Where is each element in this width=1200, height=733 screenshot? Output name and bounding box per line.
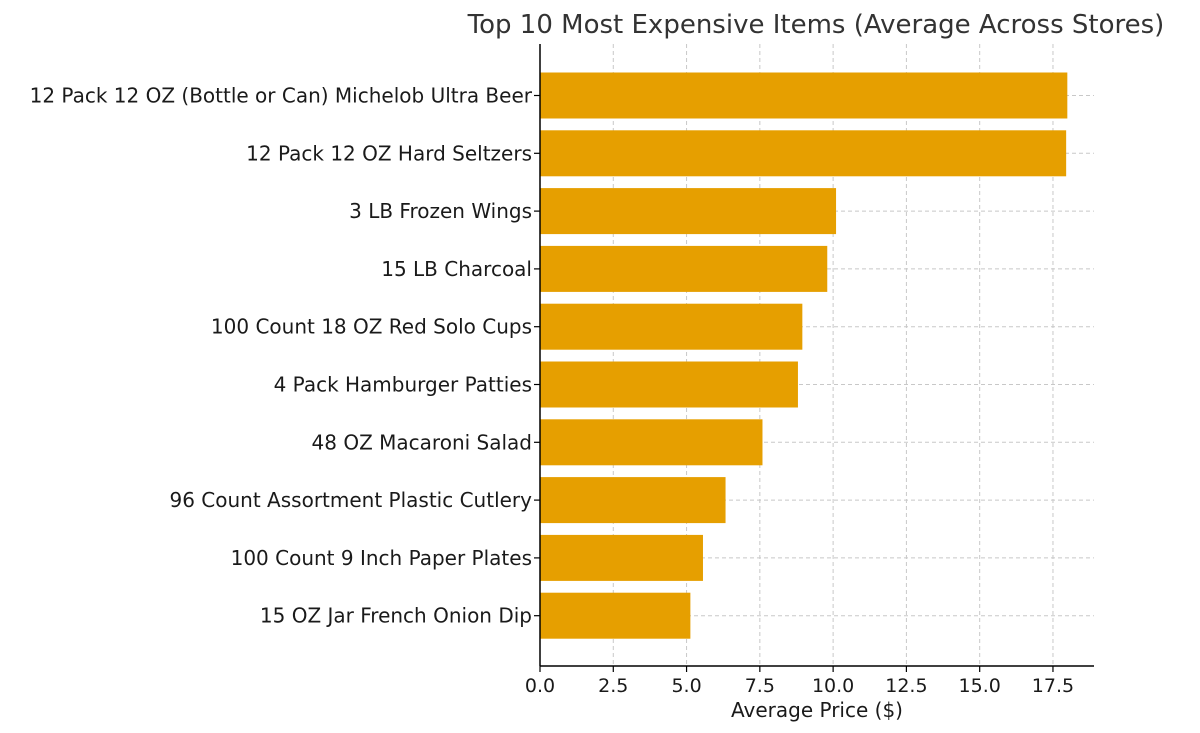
chart-title: Top 10 Most Expensive Items (Average Acr… xyxy=(467,10,1165,40)
category-label: 3 LB Frozen Wings xyxy=(349,199,532,223)
x-axis-ticks: 0.0 2.5 5.0 7.5 10.0 12.5 15.0 17.5 xyxy=(525,666,1074,697)
category-label: 48 OZ Macaroni Salad xyxy=(312,430,532,454)
bar xyxy=(540,245,828,292)
bar xyxy=(540,592,691,639)
bars xyxy=(540,72,1068,639)
category-label: 100 Count 18 OZ Red Solo Cups xyxy=(211,315,532,339)
x-axis-title: Average Price ($) xyxy=(731,698,903,722)
x-tick-label: 17.5 xyxy=(1032,675,1074,697)
x-tick-label: 5.0 xyxy=(671,675,701,697)
category-label: 15 LB Charcoal xyxy=(381,257,532,281)
bar xyxy=(540,72,1068,119)
category-label: 96 Count Assortment Plastic Cutlery xyxy=(170,488,533,512)
bar xyxy=(540,361,798,408)
x-tick-label: 15.0 xyxy=(959,675,1001,697)
bar xyxy=(540,303,803,350)
bar xyxy=(540,188,837,235)
x-tick-label: 10.0 xyxy=(812,675,854,697)
category-label: 4 Pack Hamburger Patties xyxy=(274,373,532,397)
category-label: 15 OZ Jar French Onion Dip xyxy=(260,604,532,628)
bar xyxy=(540,477,726,524)
category-labels: 12 Pack 12 OZ (Bottle or Can) Michelob U… xyxy=(30,84,540,628)
x-tick-label: 7.5 xyxy=(745,675,775,697)
x-tick-label: 12.5 xyxy=(885,675,927,697)
x-tick-label: 2.5 xyxy=(598,675,628,697)
x-tick-label: 0.0 xyxy=(525,675,555,697)
category-label: 12 Pack 12 OZ Hard Seltzers xyxy=(246,141,532,165)
category-label: 100 Count 9 Inch Paper Plates xyxy=(231,546,532,570)
category-label: 12 Pack 12 OZ (Bottle or Can) Michelob U… xyxy=(30,84,533,108)
bar xyxy=(540,130,1067,177)
bar xyxy=(540,419,763,466)
bar xyxy=(540,534,703,581)
